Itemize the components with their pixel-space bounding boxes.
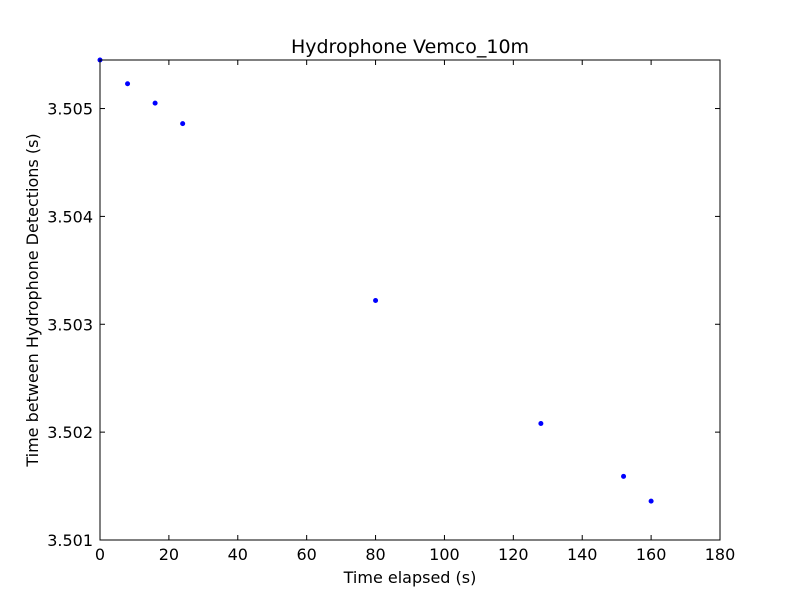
y-tick-label: 3.502 xyxy=(47,423,93,442)
data-point xyxy=(621,473,627,479)
x-tick-label: 60 xyxy=(296,545,316,564)
x-tick-label: 180 xyxy=(705,545,736,564)
y-axis-title: Time between Hydrophone Detections (s) xyxy=(23,133,42,467)
chart-title: Hydrophone Vemco_10m xyxy=(291,36,529,58)
x-tick-label: 120 xyxy=(498,545,529,564)
y-tick-label: 3.501 xyxy=(47,531,93,550)
y-tick-label: 3.504 xyxy=(47,207,93,226)
plot-frame xyxy=(99,59,721,541)
x-axis-title: Time elapsed (s) xyxy=(343,568,477,587)
y-tick-label: 3.503 xyxy=(47,315,93,334)
x-tick-label: 100 xyxy=(429,545,460,564)
x-tick-label: 160 xyxy=(636,545,667,564)
x-tick-label: 0 xyxy=(95,545,105,564)
x-tick-label: 40 xyxy=(228,545,248,564)
data-point xyxy=(373,298,379,304)
data-point xyxy=(125,81,131,87)
x-tick-label: 140 xyxy=(567,545,598,564)
data-point xyxy=(180,121,186,127)
data-point xyxy=(538,421,544,427)
data-point xyxy=(152,100,158,106)
data-point xyxy=(648,498,654,504)
axis-ticks: 0 20 40 60 80 100 120 140 160 180 3.501 3.502 3.503 3… xyxy=(47,60,735,564)
x-tick-label: 20 xyxy=(159,545,179,564)
data-points xyxy=(97,57,654,504)
x-tick-label: 80 xyxy=(365,545,385,564)
y-tick-label: 3.505 xyxy=(47,100,93,119)
